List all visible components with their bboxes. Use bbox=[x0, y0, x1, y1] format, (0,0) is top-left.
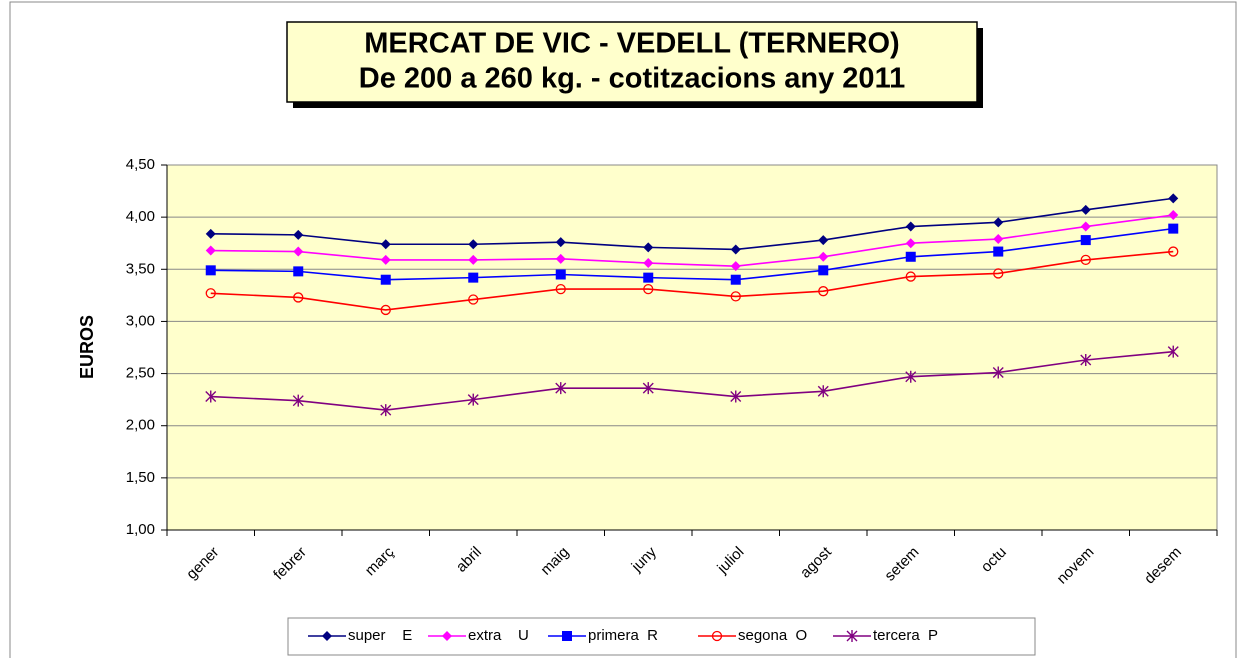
marker bbox=[468, 239, 479, 250]
y-tick-label: 3,50 bbox=[126, 260, 155, 277]
series-line bbox=[210, 350, 1174, 411]
title-box bbox=[286, 21, 978, 103]
marker bbox=[442, 631, 452, 641]
marker bbox=[1080, 235, 1091, 246]
marker bbox=[293, 292, 304, 303]
marker bbox=[293, 266, 304, 277]
series-line bbox=[210, 227, 1174, 281]
marker bbox=[1168, 223, 1179, 234]
marker bbox=[380, 274, 391, 285]
marker bbox=[205, 228, 216, 239]
marker bbox=[818, 251, 829, 262]
plot-area bbox=[166, 164, 1218, 531]
marker bbox=[992, 366, 1004, 379]
marker bbox=[380, 239, 391, 250]
marker bbox=[293, 229, 304, 240]
marker bbox=[205, 390, 217, 403]
marker bbox=[322, 631, 332, 641]
marker bbox=[555, 269, 566, 280]
marker bbox=[468, 294, 479, 305]
y-tick-label: 3,00 bbox=[126, 312, 155, 329]
y-tick-label: 1,00 bbox=[126, 521, 155, 538]
marker bbox=[555, 382, 567, 395]
marker bbox=[905, 238, 916, 249]
legend-text: tercera P bbox=[873, 627, 938, 644]
marker bbox=[711, 630, 723, 642]
marker bbox=[1168, 210, 1179, 221]
marker bbox=[643, 283, 654, 295]
series-line bbox=[210, 197, 1174, 251]
marker bbox=[555, 283, 566, 295]
marker bbox=[1167, 345, 1179, 358]
series-line bbox=[210, 214, 1174, 267]
marker bbox=[905, 251, 916, 262]
marker bbox=[993, 234, 1004, 245]
marker bbox=[1080, 354, 1092, 367]
legend-text: super E bbox=[348, 627, 412, 644]
marker bbox=[562, 631, 572, 641]
y-tick-label: 2,00 bbox=[126, 417, 155, 434]
marker bbox=[292, 394, 304, 407]
marker bbox=[817, 385, 829, 398]
marker bbox=[905, 370, 917, 383]
marker bbox=[818, 265, 829, 276]
marker bbox=[730, 291, 741, 302]
marker bbox=[467, 393, 479, 406]
marker bbox=[993, 217, 1004, 228]
marker bbox=[642, 382, 654, 395]
marker bbox=[205, 288, 216, 299]
marker bbox=[818, 235, 829, 246]
marker bbox=[643, 272, 654, 283]
marker bbox=[993, 246, 1004, 257]
marker bbox=[905, 271, 916, 282]
marker bbox=[1080, 221, 1091, 232]
series-line bbox=[210, 250, 1174, 311]
marker bbox=[643, 242, 654, 253]
marker bbox=[846, 630, 858, 642]
legend-text: extra U bbox=[468, 627, 529, 644]
chart-subtitle: De 200 a 260 kg. - cotitzacions any 2011 bbox=[359, 63, 905, 95]
marker bbox=[293, 246, 304, 257]
marker bbox=[555, 237, 566, 248]
marker bbox=[1080, 254, 1091, 266]
y-tick-label: 1,50 bbox=[126, 469, 155, 486]
marker bbox=[380, 254, 391, 265]
marker bbox=[1168, 193, 1179, 204]
marker bbox=[993, 268, 1004, 279]
chart-title: MERCAT DE VIC - VEDELL (TERNERO) bbox=[364, 28, 899, 60]
y-tick-label: 4,50 bbox=[126, 156, 155, 173]
marker bbox=[643, 258, 654, 269]
y-axis-label: EUROS bbox=[77, 315, 97, 379]
marker bbox=[380, 404, 392, 417]
legend-text: primera R bbox=[588, 627, 658, 644]
marker bbox=[468, 272, 479, 283]
marker bbox=[1080, 204, 1091, 215]
marker bbox=[205, 245, 216, 256]
marker bbox=[380, 304, 391, 316]
y-tick-label: 2,50 bbox=[126, 365, 155, 382]
marker bbox=[730, 274, 741, 285]
marker bbox=[730, 261, 741, 272]
marker bbox=[905, 221, 916, 232]
marker bbox=[205, 265, 216, 276]
legend-text: segona O bbox=[738, 627, 807, 644]
marker bbox=[1168, 246, 1179, 257]
legend bbox=[287, 617, 1036, 656]
marker bbox=[818, 286, 829, 297]
marker bbox=[468, 254, 479, 265]
marker bbox=[730, 244, 741, 255]
y-tick-label: 4,00 bbox=[126, 208, 155, 225]
marker bbox=[555, 253, 566, 264]
marker bbox=[730, 390, 742, 403]
